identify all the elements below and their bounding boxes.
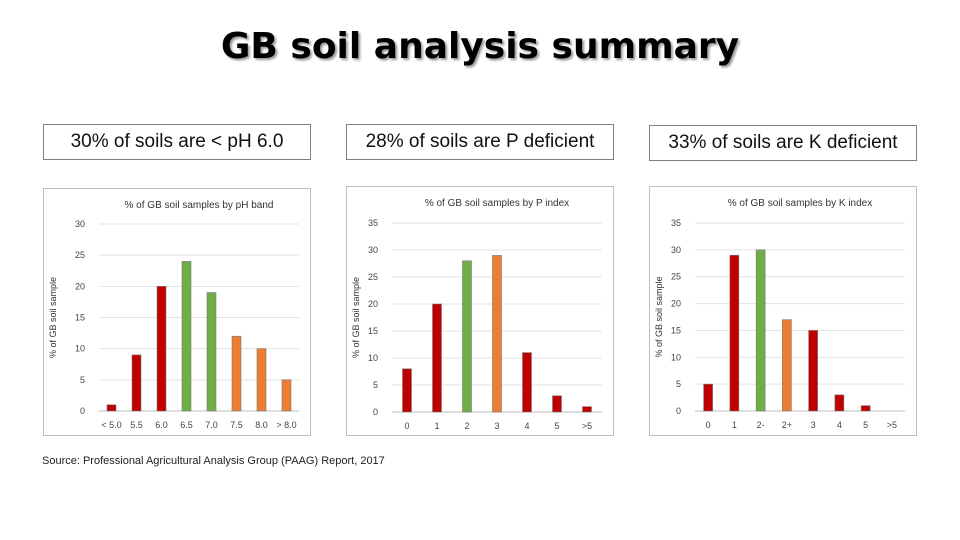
- y-axis-label: % of GB soil sample: [48, 277, 58, 358]
- x-tick-label: 6.0: [155, 420, 168, 430]
- x-tick-label: 0: [404, 421, 409, 431]
- ph-chart-svg: % of GB soil samples by pH band % of GB s…: [48, 200, 299, 430]
- x-tick-label: 1: [732, 420, 737, 430]
- bar->5: [582, 406, 592, 413]
- y-tick-label: 25: [368, 272, 378, 282]
- bar-5: [552, 395, 562, 413]
- bar-0: [703, 383, 713, 412]
- x-tick-label: 8.0: [255, 420, 268, 430]
- p-index-chart-svg: % of GB soil samples by P index % of GB s…: [351, 198, 602, 431]
- bar-2: [462, 260, 472, 413]
- bar-3: [492, 255, 502, 413]
- y-tick-label: 5: [373, 380, 378, 390]
- y-tick-label: 10: [368, 353, 378, 363]
- y-tick-label: 10: [671, 352, 681, 362]
- x-tick-label: 0: [706, 420, 711, 430]
- headline-k: 33% of soils are K deficient: [649, 125, 917, 161]
- y-tick-label: 25: [671, 272, 681, 282]
- bar-1: [729, 254, 740, 412]
- y-tick-label: 0: [373, 407, 378, 417]
- x-tick-label: 7.5: [230, 420, 243, 430]
- x-tick-label: 3: [811, 420, 816, 430]
- source-note: Source: Professional Agricultural Analys…: [42, 455, 385, 467]
- bar-7.0: [206, 292, 217, 412]
- x-tick-label: 2+: [782, 420, 792, 430]
- y-tick-label: 15: [671, 325, 681, 335]
- y-tick-label: 5: [676, 379, 681, 389]
- headline-p: 28% of soils are P deficient: [346, 124, 614, 160]
- y-tick-label: 30: [75, 219, 85, 229]
- x-tick-label: 2: [464, 421, 469, 431]
- bar-2+: [782, 319, 792, 412]
- p-index-chart: % of GB soil samples by P index % of GB s…: [346, 186, 614, 436]
- y-axis-label: % of GB soil sample: [654, 276, 664, 357]
- x-tick-label: > 8.0: [276, 420, 296, 430]
- y-tick-label: 20: [368, 299, 378, 309]
- y-tick-label: 15: [368, 326, 378, 336]
- bar-7.5: [231, 335, 242, 412]
- chart-title: % of GB soil samples by K index: [728, 198, 873, 209]
- bar-0: [402, 368, 412, 413]
- headline-ph: 30% of soils are < pH 6.0: [43, 124, 311, 160]
- page-title: GB soil analysis summary: [220, 26, 740, 67]
- bar-8.0: [256, 348, 267, 412]
- bar-< 5.0: [106, 404, 117, 412]
- x-tick-label: 2-: [757, 420, 765, 430]
- y-tick-label: 15: [75, 313, 85, 323]
- x-tick-label: 1: [434, 421, 439, 431]
- bar-6.5: [181, 261, 192, 412]
- x-tick-label: 5.5: [130, 420, 143, 430]
- bar-3: [808, 330, 818, 412]
- y-tick-label: 30: [671, 245, 681, 255]
- x-tick-label: < 5.0: [101, 420, 121, 430]
- ph-chart: % of GB soil samples by pH band % of GB s…: [43, 188, 311, 436]
- bar-5: [860, 405, 871, 412]
- chart-title: % of GB soil samples by pH band: [125, 200, 274, 211]
- bar-5.5: [131, 354, 142, 412]
- x-tick-label: 5: [863, 420, 868, 430]
- y-tick-label: 35: [368, 218, 378, 228]
- bar-4: [834, 394, 845, 412]
- x-tick-label: 4: [837, 420, 842, 430]
- bar-2-: [755, 249, 766, 412]
- x-tick-label: >5: [582, 421, 592, 431]
- bar-6.0: [156, 286, 167, 412]
- x-tick-label: 7.0: [205, 420, 218, 430]
- y-axis-label: % of GB soil sample: [351, 277, 361, 358]
- y-tick-label: 30: [368, 245, 378, 255]
- chart-title: % of GB soil samples by P index: [425, 198, 569, 209]
- y-tick-label: 20: [671, 299, 681, 309]
- y-tick-label: 0: [80, 406, 85, 416]
- y-tick-label: 5: [80, 375, 85, 385]
- y-tick-label: 20: [75, 281, 85, 291]
- k-index-chart: % of GB soil samples by K index % of GB s…: [649, 186, 917, 436]
- y-tick-label: 25: [75, 250, 85, 260]
- x-tick-label: 3: [494, 421, 499, 431]
- bar-> 8.0: [281, 379, 292, 412]
- x-tick-label: 4: [524, 421, 529, 431]
- bar-4: [522, 352, 532, 413]
- x-tick-label: 6.5: [180, 420, 193, 430]
- x-tick-label: >5: [887, 420, 897, 430]
- y-tick-label: 0: [676, 406, 681, 416]
- y-tick-label: 10: [75, 344, 85, 354]
- y-tick-label: 35: [671, 218, 681, 228]
- k-index-chart-svg: % of GB soil samples by K index % of GB s…: [654, 198, 905, 430]
- bar-1: [432, 303, 442, 413]
- x-tick-label: 5: [554, 421, 559, 431]
